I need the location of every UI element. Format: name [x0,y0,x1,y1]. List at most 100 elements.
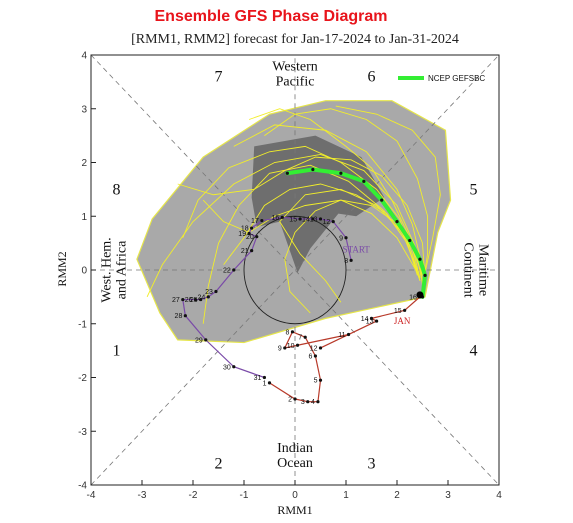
observed-dec-track-day-label: 24 [198,294,206,301]
observed-dec-track-day-label: 29 [195,337,203,344]
observed-jan-track-day-label: 7 [298,335,302,342]
observed-dec-track-point [232,268,236,272]
observed-dec-track-point [262,375,266,380]
observed-dec-track-day-label: 20 [246,234,254,241]
y-tick-label: -3 [78,427,87,438]
observed-jan-track-day-label: 13 [366,319,374,326]
observed-dec-track-day-label: 12 [322,219,330,226]
observed-dec-track-day-label: 17 [251,218,259,225]
observed-jan-track-day-label: 11 [338,332,345,339]
observed-dec-track-point [260,218,264,223]
observed-jan-track-day-label: 8 [286,329,290,336]
observed-jan-track-point [293,397,297,401]
phase-number: 7 [215,69,223,86]
observed-jan-track-day-label: 10 [287,343,295,350]
y-tick-label: 4 [81,51,87,62]
observed-jan-track-point [316,400,320,404]
observed-dec-track-point [344,236,348,240]
observed-jan-track-line [269,296,421,403]
observed-dec-track-point [214,289,218,294]
observed-dec-track-point [199,297,203,302]
ensemble-member-line [202,164,421,324]
current-position-marker [416,291,424,299]
phase-number: 2 [215,456,223,473]
region-label: Western Pacific [272,59,318,89]
observed-jan-track-day-label: 4 [311,399,315,406]
observed-dec-track-day-label: 23 [205,289,213,296]
observed-jan-track-day-label: 1 [263,380,267,387]
observed-jan-track-point [369,316,374,320]
annotation-label: JAN [394,316,411,326]
region-label: Indian Ocean [277,441,313,471]
ensemble-mean-point [339,171,343,175]
ensemble-mean-point [362,179,366,183]
ensemble-member-line [248,108,421,279]
phase-number: 1 [113,343,121,360]
observed-dec-track-day-label: 18 [241,226,249,233]
x-tick-label: -4 [87,490,96,501]
y-tick-label: 2 [81,158,87,169]
unit-circle [243,215,347,325]
ensemble-member-line [202,199,418,273]
phase-number: 4 [470,343,478,360]
x-axis-label: RMM1 [277,503,312,517]
ensemble-mean-point [380,198,384,202]
observed-dec-track-point [232,365,236,369]
ensemble-member-line [264,108,429,287]
observed-dec-track-point [250,226,254,230]
observed-dec-track-point [181,297,185,302]
observed-jan-track-point [267,381,272,385]
observed-dec-track-point [318,217,323,221]
legend: NCEP GEFSBC [398,74,485,83]
x-tick-label: -1 [240,490,249,501]
observed-jan-track-point [318,378,323,382]
ensemble-mean-point [285,171,289,175]
observed-dec-track-day-label: 21 [241,248,249,255]
observed-dec-track-point [280,215,284,219]
observed-jan-track-day-label: 5 [314,378,318,385]
x-tick-label: -3 [138,490,147,501]
observed-jan-track-point [313,354,317,358]
x-tick-label: 2 [394,490,400,501]
observed-dec-track-day-label: 14 [302,216,310,223]
region-label-line: and Africa [114,240,129,299]
observed-jan-track-day-label: 2 [288,397,292,404]
observed-dec-track-point [331,220,335,224]
observed-jan-track-point [403,308,407,312]
observed-dec-track-day-label: 8 [344,258,348,265]
observed-dec-track-line [182,216,352,379]
y-axis-label: RMM2 [55,251,69,286]
phase-number: 3 [368,456,376,473]
observed-dec-track-day-label: 27 [172,297,180,304]
ensemble-mean-point [423,273,427,277]
region-label-line: Indian [277,441,313,456]
region-label-line: Ocean [277,456,313,471]
observed-dec-track-day-label: 22 [223,268,231,275]
observed-dec-track-day-label: 25 [190,297,198,304]
observed-dec-track-day-label: 30 [223,364,231,371]
observed-jan-track-day-label: 12 [310,345,318,352]
annotation-label: START [343,244,371,254]
y-tick-label: -2 [78,373,87,384]
observed-dec-track-day-label: 16 [271,215,279,222]
ensemble-member-line [335,105,441,273]
x-tick-label: 4 [496,490,502,501]
region-label: West. Hem.and Africa [99,237,129,302]
chart-title: Ensemble GFS Phase Diagram [155,8,388,25]
x-tick-label: 3 [445,490,451,501]
observed-jan-track-point [283,346,287,350]
ensemble-mean-point [395,220,399,224]
ensemble-member-line [146,153,423,298]
observed-jan-track-point [303,335,307,339]
observed-jan-track-point [318,346,323,350]
phase-number: 6 [368,69,376,86]
x-tick-label: -2 [189,490,198,501]
observed-dec-track-point [193,297,198,302]
observed-dec-track-point [255,235,259,239]
observed-dec-track-point [247,231,251,236]
x-tick-label: 1 [343,490,349,501]
region-label-line: Continent [461,242,476,297]
observed-dec-track-day-label: 28 [175,313,183,320]
observed-jan-track-point [346,332,351,337]
